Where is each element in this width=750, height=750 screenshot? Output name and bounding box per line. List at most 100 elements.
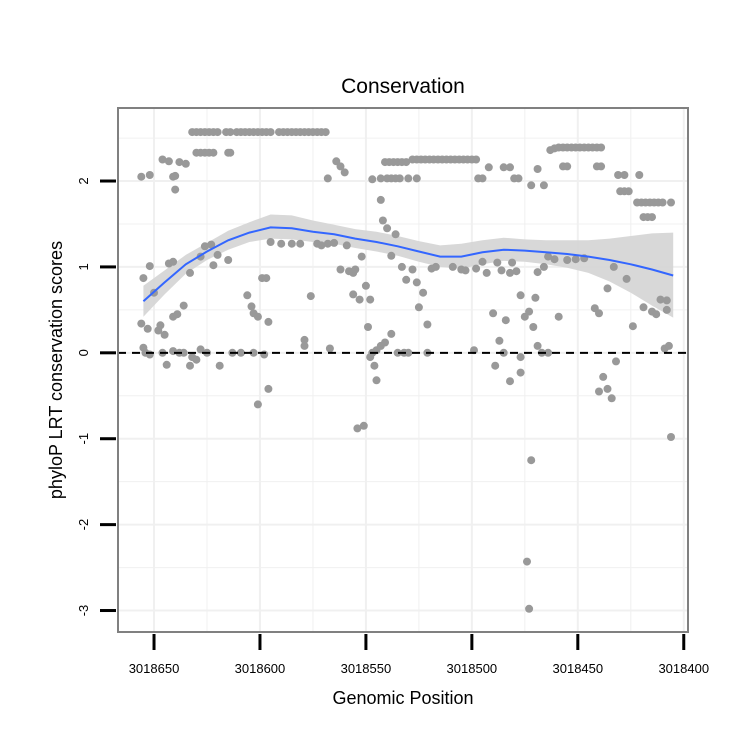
plot-background [118, 108, 688, 632]
x-tick-label: 3018500 [447, 661, 498, 676]
data-point [525, 307, 534, 316]
data-point [342, 241, 351, 250]
data-point [353, 424, 362, 433]
data-point [249, 348, 258, 357]
data-point [186, 361, 194, 370]
data-point [143, 324, 152, 333]
data-point [137, 319, 146, 328]
data-point [179, 301, 188, 310]
y-axis-label: phyloP LRT conservation scores [46, 241, 66, 499]
data-point [635, 171, 644, 179]
data-point [499, 163, 508, 172]
data-point [336, 265, 345, 274]
confidence-ribbon [143, 214, 674, 318]
data-point [516, 291, 525, 300]
data-point [300, 335, 309, 344]
data-point [192, 355, 201, 364]
data-point [376, 174, 385, 183]
data-point [423, 320, 432, 329]
data-point [243, 291, 252, 300]
data-point [402, 275, 411, 284]
data-point [508, 258, 517, 267]
chart-title: Conservation [341, 75, 465, 98]
data-point [287, 239, 296, 248]
data-point [493, 258, 502, 267]
data-point [213, 128, 222, 137]
data-point [495, 336, 504, 345]
data-point [357, 252, 366, 261]
y-tick-label: 2 [76, 177, 91, 184]
plot-frame [117, 107, 689, 633]
data-point [359, 421, 368, 430]
data-point [412, 278, 421, 287]
data-point [306, 292, 315, 301]
data-point [158, 155, 167, 164]
data-point [533, 341, 542, 350]
data-point [550, 255, 559, 264]
data-point [173, 310, 182, 319]
data-point [336, 162, 345, 171]
data-point [533, 165, 542, 173]
data-point [448, 262, 457, 271]
data-point [571, 255, 580, 264]
data-point [529, 323, 538, 331]
data-point [296, 239, 305, 248]
data-point [340, 168, 349, 177]
data-point [539, 181, 548, 190]
data-point [544, 252, 553, 261]
data-point [662, 296, 671, 305]
data-point [612, 357, 620, 366]
data-point [215, 361, 224, 370]
data-point [412, 174, 421, 183]
data-point [372, 376, 381, 385]
data-point [253, 400, 262, 409]
data-point [658, 198, 667, 207]
data-point [226, 148, 235, 157]
data-point [527, 456, 536, 465]
y-axis: -3 -2 -1 0 1 2 [76, 177, 116, 616]
data-point [664, 341, 673, 350]
x-tick-label: 3018600 [235, 661, 286, 676]
data-point [323, 239, 332, 248]
x-tick-label: 3018400 [658, 661, 709, 676]
data-point [516, 368, 525, 377]
data-point [164, 157, 173, 166]
data-point [145, 350, 154, 359]
data-point [506, 377, 514, 386]
data-point [366, 295, 375, 304]
data-point [145, 262, 154, 271]
data-point [397, 262, 406, 271]
data-point [213, 250, 222, 259]
data-point [181, 159, 190, 168]
data-point [370, 361, 379, 370]
data-point [175, 158, 184, 167]
data-point [614, 171, 623, 179]
data-point [656, 295, 665, 304]
x-tick-label: 3018650 [129, 661, 180, 676]
data-point [196, 345, 205, 354]
data-point [361, 281, 370, 290]
smooth-line [142, 226, 674, 303]
data-point [595, 387, 603, 396]
data-point [253, 312, 262, 321]
data-point [186, 268, 194, 277]
data-point [484, 163, 493, 172]
data-point [383, 224, 392, 233]
data-point [597, 162, 606, 171]
data-point [224, 256, 233, 264]
data-point [531, 293, 540, 302]
data-point [137, 172, 146, 181]
data-point [609, 262, 618, 271]
data-point [264, 317, 273, 326]
data-point [321, 128, 330, 137]
data-point [595, 309, 603, 318]
data-point [391, 230, 400, 239]
data-point [628, 322, 637, 331]
data-point [622, 274, 631, 283]
data-point [603, 384, 612, 393]
data-point [171, 185, 180, 194]
data-point [662, 305, 671, 314]
data-point [563, 256, 572, 264]
data-point [404, 174, 413, 183]
